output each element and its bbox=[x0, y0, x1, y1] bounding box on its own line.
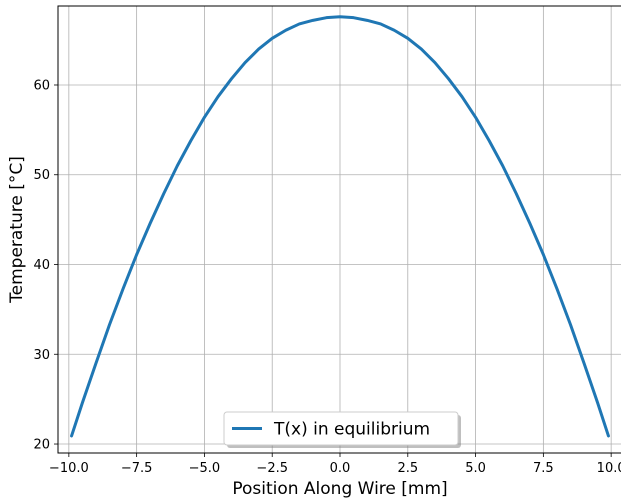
x-tick-label: 5.0 bbox=[465, 461, 486, 476]
grid bbox=[58, 6, 621, 453]
legend-label: T(x) in equilibrium bbox=[273, 420, 430, 440]
legend-box bbox=[223, 411, 459, 446]
x-tick-label: −5.0 bbox=[189, 461, 221, 476]
y-tick-label: 20 bbox=[33, 438, 50, 453]
ticks: −10.0 −7.5 −5.0 −2.5 0.0 2.5 5.0 7.5 10.0 20 30 40 5… bbox=[33, 78, 621, 476]
x-tick-label: 10.0 bbox=[597, 461, 621, 476]
y-tick-label: 30 bbox=[33, 348, 50, 363]
x-tick-label: 2.5 bbox=[397, 461, 418, 476]
y-axis-label: Temperature [°C] bbox=[7, 156, 27, 304]
series-layer bbox=[70, 15, 610, 438]
x-tick-label: −7.5 bbox=[121, 461, 153, 476]
series-line bbox=[70, 15, 610, 438]
x-axis-label: Position Along Wire [mm] bbox=[232, 479, 447, 499]
y-tick-label: 50 bbox=[33, 168, 50, 183]
x-tick-label: −10.0 bbox=[49, 461, 89, 476]
plot-background bbox=[58, 6, 621, 453]
x-tick-label: 7.5 bbox=[533, 461, 554, 476]
x-tick-label: 0.0 bbox=[330, 461, 351, 476]
x-tick-label: −2.5 bbox=[256, 461, 288, 476]
legend: T(x) in equilibrium bbox=[223, 411, 461, 448]
y-tick-label: 60 bbox=[33, 78, 50, 93]
y-tick-label: 40 bbox=[33, 258, 50, 273]
